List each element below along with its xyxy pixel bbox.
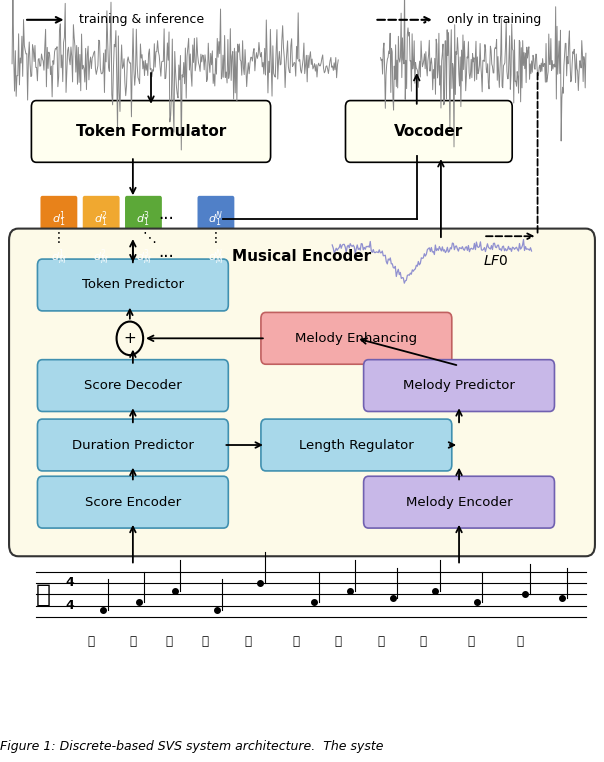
Text: Musical Encoder: Musical Encoder bbox=[233, 249, 371, 264]
Text: $d_M^1$: $d_M^1$ bbox=[51, 248, 66, 267]
FancyBboxPatch shape bbox=[9, 229, 595, 556]
Text: Melody Predictor: Melody Predictor bbox=[403, 379, 515, 392]
Text: 𝄞: 𝄞 bbox=[36, 582, 51, 607]
Text: $LF0$: $LF0$ bbox=[483, 254, 509, 267]
Text: 讲: 讲 bbox=[467, 635, 475, 648]
Text: 很: 很 bbox=[419, 635, 426, 648]
Text: Token Predictor: Token Predictor bbox=[82, 278, 184, 292]
Text: $d_M^N$: $d_M^N$ bbox=[208, 248, 223, 267]
Text: Melody Encoder: Melody Encoder bbox=[406, 495, 512, 509]
Text: Duration Predictor: Duration Predictor bbox=[72, 438, 194, 452]
Text: 了: 了 bbox=[202, 635, 209, 648]
FancyBboxPatch shape bbox=[261, 312, 452, 364]
FancyBboxPatch shape bbox=[31, 101, 271, 162]
Text: ⋮: ⋮ bbox=[209, 231, 223, 245]
FancyBboxPatch shape bbox=[40, 196, 77, 242]
FancyBboxPatch shape bbox=[364, 476, 554, 528]
Text: Melody Enhancing: Melody Enhancing bbox=[295, 331, 417, 345]
Text: 得: 得 bbox=[377, 635, 384, 648]
FancyBboxPatch shape bbox=[261, 419, 452, 471]
Text: ⋮: ⋮ bbox=[52, 231, 66, 245]
Text: 空: 空 bbox=[292, 635, 300, 648]
FancyBboxPatch shape bbox=[37, 476, 228, 528]
Text: Score Decoder: Score Decoder bbox=[84, 379, 182, 392]
Text: $d_1^1$: $d_1^1$ bbox=[52, 210, 66, 229]
Text: 淋: 淋 bbox=[129, 635, 137, 648]
Text: Length Regulator: Length Regulator bbox=[299, 438, 414, 452]
Text: ···: ··· bbox=[158, 210, 174, 228]
Text: $d_1^3$: $d_1^3$ bbox=[137, 210, 150, 229]
Text: training & inference: training & inference bbox=[79, 13, 204, 27]
Text: Figure 1: Discrete-based SVS system architecture.  The syste: Figure 1: Discrete-based SVS system arch… bbox=[0, 740, 384, 754]
Text: only in training: only in training bbox=[447, 13, 541, 27]
Text: 毁: 毁 bbox=[335, 635, 342, 648]
Text: 湿: 湿 bbox=[165, 635, 173, 648]
Text: 究: 究 bbox=[516, 635, 523, 648]
FancyBboxPatch shape bbox=[125, 234, 162, 280]
FancyBboxPatch shape bbox=[83, 196, 120, 242]
FancyBboxPatch shape bbox=[40, 234, 77, 280]
Text: 4: 4 bbox=[65, 576, 74, 590]
Text: 4: 4 bbox=[65, 599, 74, 613]
FancyBboxPatch shape bbox=[125, 196, 162, 242]
Text: 天: 天 bbox=[244, 635, 251, 648]
FancyBboxPatch shape bbox=[345, 101, 512, 162]
FancyBboxPatch shape bbox=[198, 234, 234, 280]
FancyBboxPatch shape bbox=[37, 419, 228, 471]
Text: Vocoder: Vocoder bbox=[394, 124, 463, 139]
FancyBboxPatch shape bbox=[37, 259, 228, 311]
FancyBboxPatch shape bbox=[364, 360, 554, 411]
Text: $d_M^3$: $d_M^3$ bbox=[136, 248, 151, 267]
Text: ⋱: ⋱ bbox=[143, 231, 156, 245]
FancyBboxPatch shape bbox=[83, 234, 120, 280]
Text: $d_1^2$: $d_1^2$ bbox=[94, 210, 108, 229]
Text: $d_M^2$: $d_M^2$ bbox=[94, 248, 109, 267]
Text: ···: ··· bbox=[158, 248, 174, 266]
Text: +: + bbox=[123, 331, 137, 346]
FancyBboxPatch shape bbox=[198, 196, 234, 242]
Text: Score Encoder: Score Encoder bbox=[85, 495, 181, 509]
Text: Token Formulator: Token Formulator bbox=[76, 124, 226, 139]
Text: 雨: 雨 bbox=[87, 635, 94, 648]
FancyBboxPatch shape bbox=[37, 360, 228, 411]
Text: $d_1^N$: $d_1^N$ bbox=[208, 210, 223, 229]
